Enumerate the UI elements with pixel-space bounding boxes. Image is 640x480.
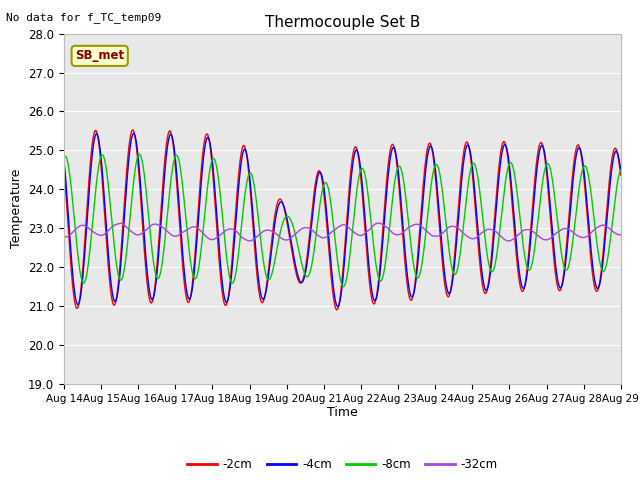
-32cm [499, 235, 506, 241]
Y-axis label: Temperature: Temperature [10, 169, 22, 249]
-8cm [499, 199, 507, 204]
-8cm [331, 236, 339, 242]
-8cm [617, 168, 625, 173]
-2cm [333, 307, 340, 312]
-2cm [499, 140, 507, 145]
-2cm [316, 169, 324, 175]
-4cm [617, 166, 625, 172]
-4cm [88, 150, 96, 156]
-32cm [88, 228, 96, 234]
-2cm [601, 229, 609, 235]
-32cm [316, 234, 324, 240]
-2cm [617, 172, 625, 178]
Line: -8cm: -8cm [64, 154, 621, 287]
-4cm [316, 169, 324, 175]
-4cm [60, 160, 68, 166]
Title: Thermocouple Set B: Thermocouple Set B [265, 15, 420, 30]
-32cm [601, 223, 609, 228]
-2cm [88, 140, 96, 145]
-32cm [617, 232, 625, 238]
-32cm [505, 238, 513, 244]
-32cm [375, 220, 383, 226]
-32cm [60, 234, 68, 240]
-4cm [499, 145, 507, 151]
-32cm [331, 227, 339, 233]
Text: No data for f_TC_temp09: No data for f_TC_temp09 [6, 12, 162, 23]
-2cm [129, 127, 136, 133]
-32cm [602, 223, 609, 228]
-4cm [602, 236, 609, 242]
Line: -4cm: -4cm [64, 133, 621, 307]
-4cm [331, 296, 339, 302]
-4cm [130, 131, 138, 136]
Legend: -2cm, -4cm, -8cm, -32cm: -2cm, -4cm, -8cm, -32cm [182, 454, 502, 476]
X-axis label: Time: Time [327, 407, 358, 420]
-8cm [60, 154, 68, 159]
Text: SB_met: SB_met [75, 49, 124, 62]
-8cm [136, 151, 143, 157]
-4cm [601, 239, 609, 245]
-8cm [602, 266, 609, 272]
Line: -32cm: -32cm [64, 223, 621, 241]
Line: -2cm: -2cm [64, 130, 621, 310]
-8cm [601, 267, 609, 273]
-8cm [316, 199, 324, 205]
-8cm [88, 222, 96, 228]
-2cm [602, 226, 609, 231]
-2cm [331, 303, 339, 309]
-2cm [60, 169, 68, 175]
-4cm [334, 304, 342, 310]
-8cm [340, 284, 348, 289]
